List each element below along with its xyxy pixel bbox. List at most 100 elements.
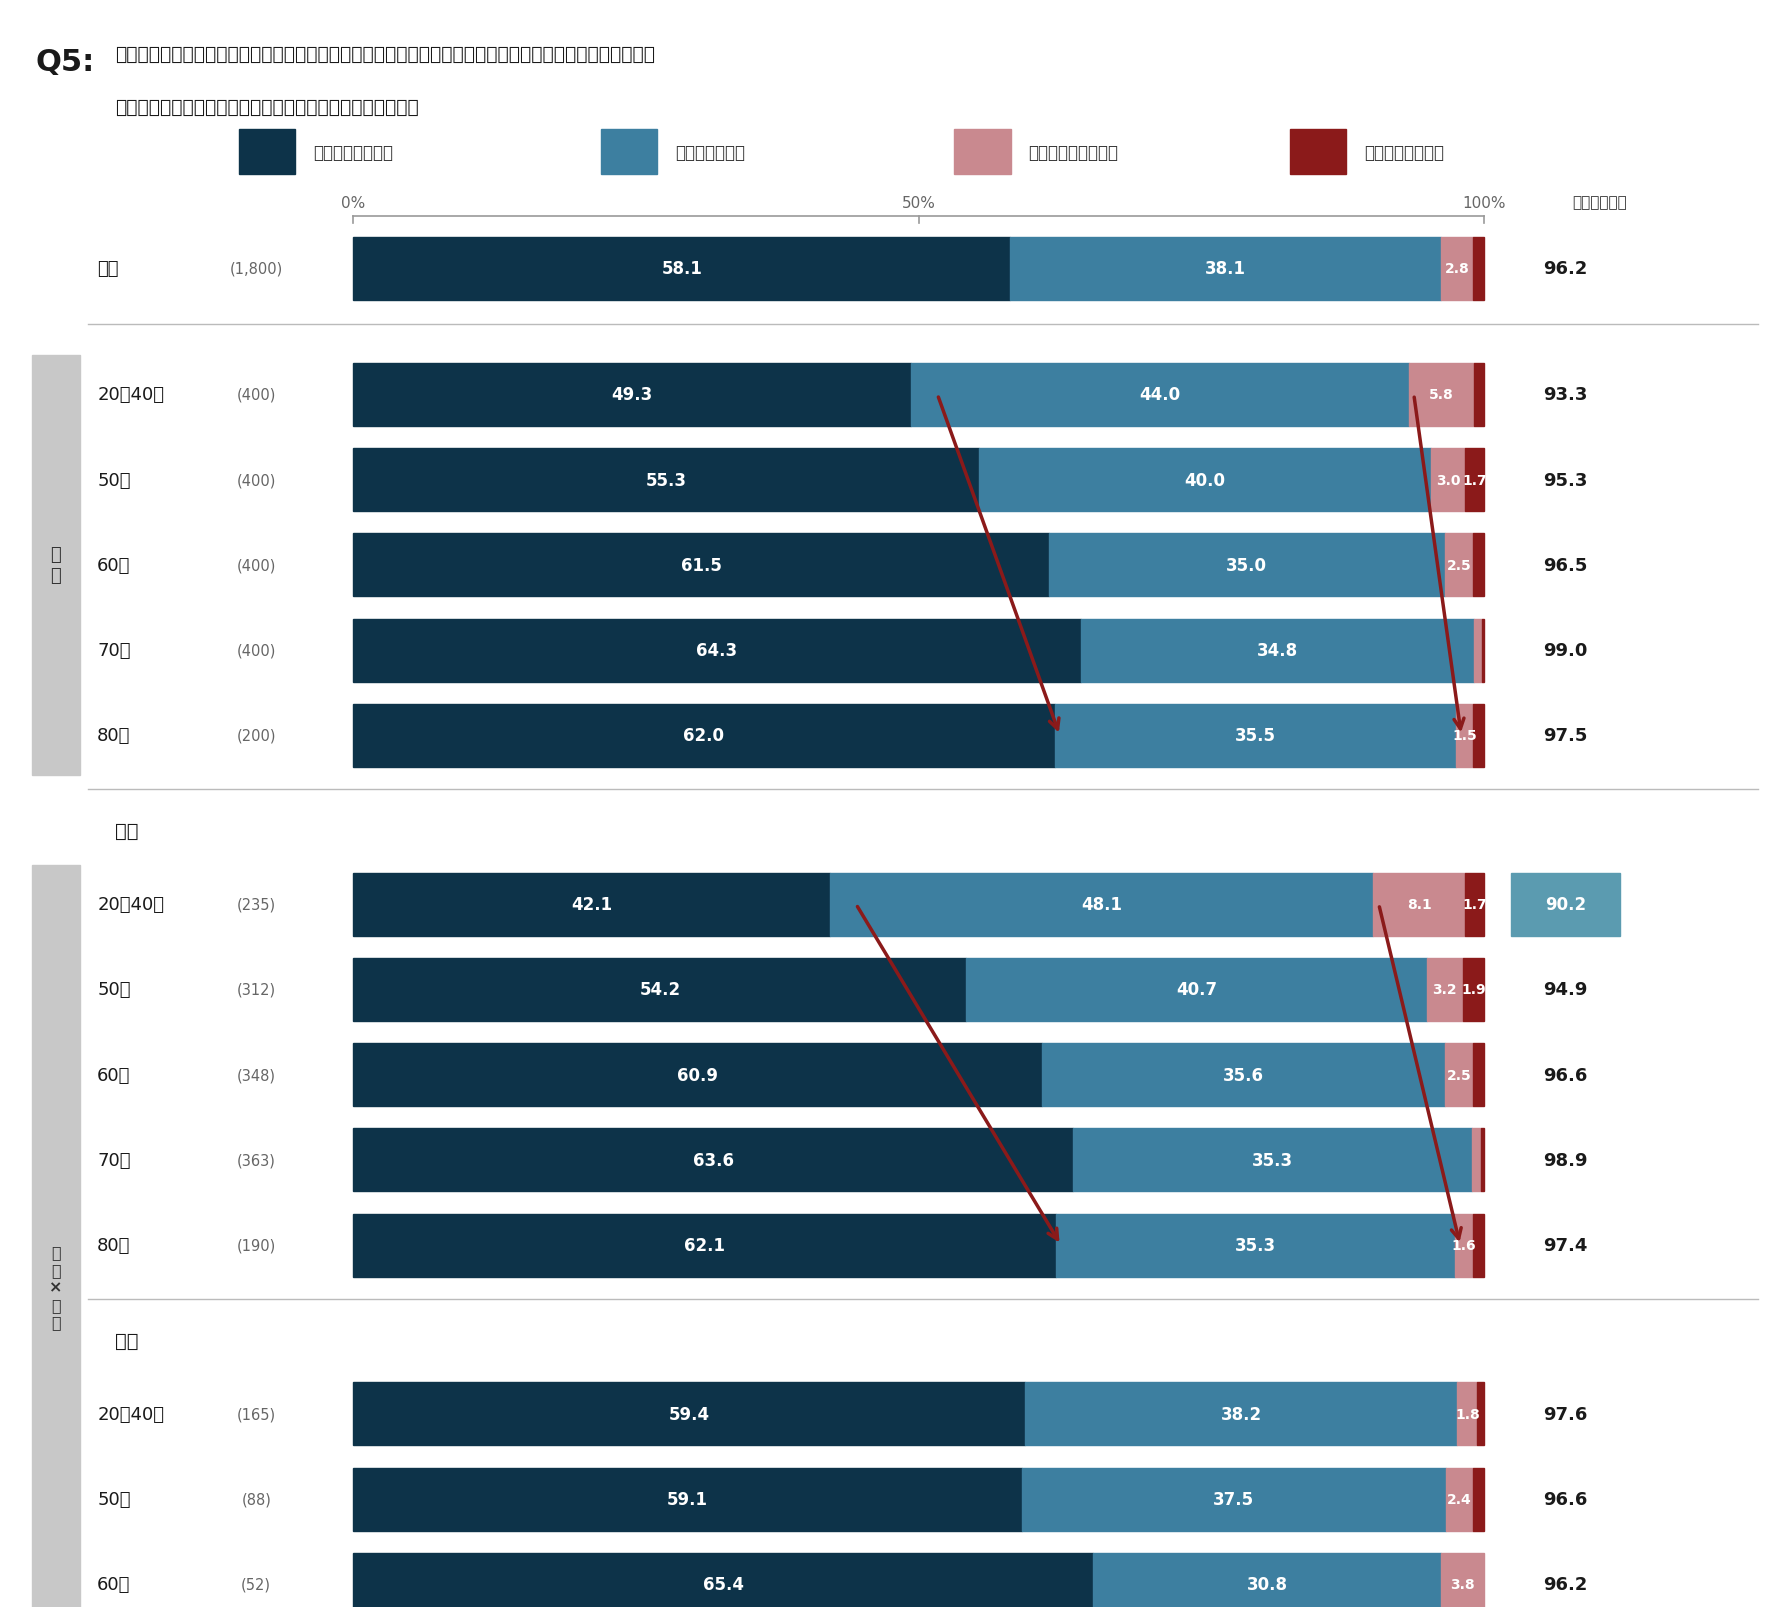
Bar <box>353 704 1055 768</box>
Text: 2.8: 2.8 <box>1445 262 1470 276</box>
Text: とても問題である: とても問題である <box>313 143 392 162</box>
Text: 35.5: 35.5 <box>1235 726 1276 744</box>
Bar <box>1474 363 1484 427</box>
Bar <box>1431 448 1465 511</box>
Text: 50代: 50代 <box>97 1490 131 1507</box>
Text: 80代: 80代 <box>97 1236 131 1253</box>
Text: 40.7: 40.7 <box>1175 980 1217 998</box>
Text: ないドライバーが多くいます。あなたの気持ちに近いのは？: ないドライバーが多くいます。あなたの気持ちに近いのは？ <box>115 98 419 117</box>
Text: 54.2: 54.2 <box>640 980 680 998</box>
Text: 1.7: 1.7 <box>1463 898 1488 911</box>
Bar <box>1463 958 1484 1022</box>
Text: 50%: 50% <box>901 196 937 211</box>
Text: 90.2: 90.2 <box>1544 895 1587 913</box>
Text: 2.5: 2.5 <box>1447 1069 1472 1082</box>
Text: (400): (400) <box>237 387 276 403</box>
Bar <box>353 363 912 427</box>
Text: 60代: 60代 <box>97 556 131 574</box>
Text: 94.9: 94.9 <box>1543 980 1589 998</box>
Text: 1.8: 1.8 <box>1454 1408 1479 1421</box>
Bar <box>1081 619 1474 683</box>
Text: 96.2: 96.2 <box>1543 1575 1589 1593</box>
Bar <box>1445 1467 1474 1531</box>
Bar <box>1474 1467 1484 1531</box>
Text: 62.0: 62.0 <box>684 726 724 744</box>
Text: 1.6: 1.6 <box>1452 1239 1475 1252</box>
Bar <box>1454 1213 1474 1278</box>
Bar <box>353 448 979 511</box>
Text: 34.8: 34.8 <box>1256 641 1299 659</box>
Bar <box>1456 704 1474 768</box>
Text: 全く問題ではない: 全く問題ではない <box>1364 143 1444 162</box>
Bar <box>353 1043 1043 1107</box>
Text: (235): (235) <box>237 897 276 913</box>
Bar <box>353 1552 1094 1607</box>
Bar <box>967 958 1426 1022</box>
Text: 0%: 0% <box>341 196 366 211</box>
Bar <box>353 873 829 937</box>
Bar <box>979 448 1431 511</box>
Text: 60代: 60代 <box>97 1575 131 1593</box>
Bar <box>1426 958 1463 1022</box>
Text: (348): (348) <box>237 1067 276 1083</box>
Bar <box>1477 1382 1484 1446</box>
Bar <box>1474 704 1484 768</box>
Bar <box>353 1128 1073 1192</box>
Text: 96.2: 96.2 <box>1543 260 1589 278</box>
Text: 49.3: 49.3 <box>611 386 652 403</box>
Text: 3.8: 3.8 <box>1451 1578 1475 1591</box>
Text: 20～40代: 20～40代 <box>97 386 164 403</box>
Bar <box>1025 1382 1458 1446</box>
Text: (1,800): (1,800) <box>230 262 283 276</box>
Text: 95.3: 95.3 <box>1543 471 1589 489</box>
Text: 100%: 100% <box>1463 196 1505 211</box>
Bar <box>1472 1128 1481 1192</box>
Text: 59.1: 59.1 <box>668 1490 709 1507</box>
Text: 女性: 女性 <box>115 1331 138 1350</box>
Text: 48.1: 48.1 <box>1081 895 1122 913</box>
Text: 男性: 男性 <box>115 821 138 840</box>
Text: 55.3: 55.3 <box>645 471 687 489</box>
Text: 70代: 70代 <box>97 641 131 659</box>
Text: 8.1: 8.1 <box>1407 898 1431 911</box>
Text: 97.4: 97.4 <box>1543 1236 1589 1253</box>
Text: 2.4: 2.4 <box>1447 1493 1472 1506</box>
Bar <box>1481 1128 1484 1192</box>
Bar <box>32 355 80 775</box>
Text: 80代: 80代 <box>97 726 131 744</box>
Text: 60.9: 60.9 <box>677 1065 717 1083</box>
Text: 3.0: 3.0 <box>1437 474 1460 487</box>
Text: 96.6: 96.6 <box>1543 1065 1589 1083</box>
Bar <box>353 619 1081 683</box>
Text: 38.1: 38.1 <box>1205 260 1246 278</box>
Text: 70代: 70代 <box>97 1151 131 1168</box>
Bar <box>1474 534 1484 598</box>
Text: 20～40代: 20～40代 <box>97 1405 164 1422</box>
Bar <box>1408 363 1474 427</box>
Bar <box>353 1467 1021 1531</box>
Text: 59.4: 59.4 <box>668 1405 710 1422</box>
Text: 35.3: 35.3 <box>1235 1236 1276 1253</box>
Bar <box>1511 873 1620 937</box>
Text: 1.9: 1.9 <box>1461 983 1486 996</box>
Bar <box>1442 1552 1484 1607</box>
Text: 61.5: 61.5 <box>680 556 721 574</box>
Text: 63.6: 63.6 <box>693 1151 733 1168</box>
Bar <box>1474 619 1483 683</box>
Text: 性
別
×
年
代: 性 別 × 年 代 <box>49 1245 62 1329</box>
Bar <box>1474 1043 1484 1107</box>
Text: 64.3: 64.3 <box>696 641 737 659</box>
Bar <box>1483 619 1484 683</box>
Bar <box>1465 873 1484 937</box>
Bar <box>601 130 657 175</box>
Text: 96.5: 96.5 <box>1543 556 1589 574</box>
Text: (165): (165) <box>237 1406 276 1422</box>
Bar <box>353 534 1050 598</box>
Bar <box>1465 448 1484 511</box>
Bar <box>353 1213 1055 1278</box>
Text: (400): (400) <box>237 558 276 574</box>
Text: 58.1: 58.1 <box>661 260 701 278</box>
Text: 97.5: 97.5 <box>1543 726 1589 744</box>
Bar <box>1373 873 1465 937</box>
Bar <box>1442 238 1474 301</box>
